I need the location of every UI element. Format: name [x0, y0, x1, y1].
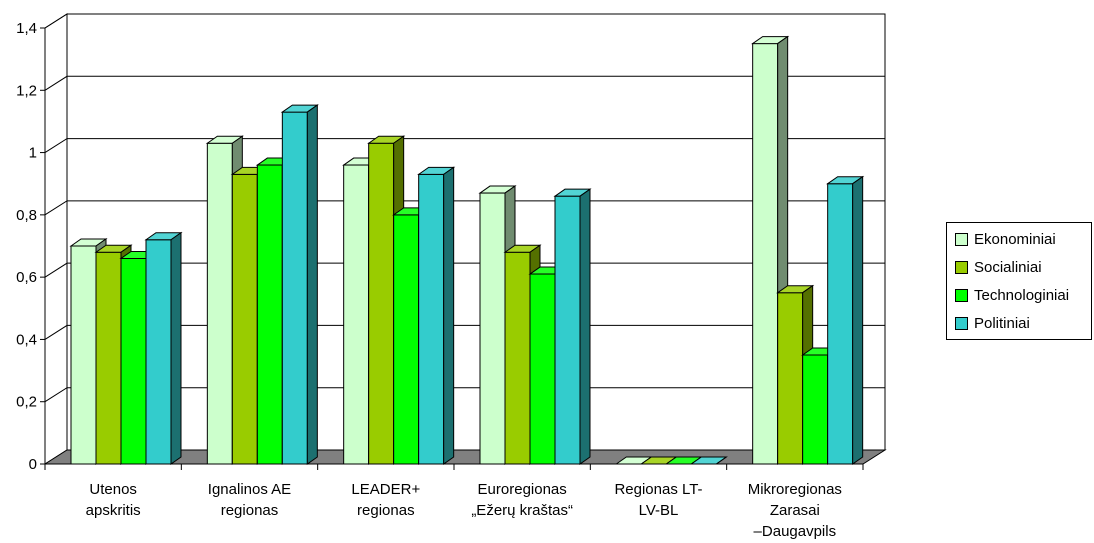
bar	[554, 195, 581, 465]
x-tick-label: Utenos	[89, 481, 137, 498]
y-tick-label: 0	[29, 456, 37, 473]
legend-item: Politiniai	[955, 313, 1030, 333]
bar	[827, 183, 854, 465]
gridline	[44, 13, 885, 29]
y-tick-label: 0,2	[16, 394, 37, 411]
legend-item: Technologiniai	[955, 285, 1069, 305]
bar-side	[306, 104, 318, 465]
legend-label: Politiniai	[974, 314, 1030, 332]
bar-side	[170, 231, 182, 465]
y-tick-label: 1,2	[16, 82, 37, 99]
bar	[504, 251, 531, 465]
legend-swatch	[955, 260, 968, 274]
y-tick-label: 0,6	[16, 269, 37, 286]
gridline	[44, 324, 885, 340]
bar	[206, 142, 233, 465]
bar	[368, 142, 395, 465]
x-tick-label: LV-BL	[639, 502, 679, 519]
bar-side	[716, 456, 727, 465]
legend-label: Socialiniai	[974, 258, 1042, 276]
legend-swatch	[955, 288, 968, 302]
x-tick-label: regionas	[221, 502, 279, 519]
legend-item: Socialiniai	[955, 257, 1042, 277]
bar	[752, 43, 779, 465]
y-tick-label: 0,4	[16, 331, 37, 348]
y-tick-label: 1	[29, 145, 37, 162]
x-tick-label: LEADER+	[351, 481, 420, 498]
x-tick-label: apskritis	[86, 502, 141, 519]
bar-side	[443, 166, 455, 465]
y-tick-label: 1,4	[16, 20, 37, 37]
legend-swatch	[955, 232, 968, 246]
bar	[529, 273, 556, 465]
x-tick-label: „Ežerų kraštas“	[471, 502, 573, 519]
legend-item: Ekonominiai	[955, 229, 1056, 249]
legend-swatch	[955, 316, 968, 330]
legend: Ekonominiai Socialiniai Technologiniai P…	[946, 222, 1092, 340]
gridline	[44, 262, 885, 278]
bar-side	[852, 175, 864, 465]
x-tick-label: –Daugavpils	[754, 523, 837, 540]
bar	[95, 251, 122, 465]
bar	[70, 245, 97, 465]
gridline	[44, 75, 885, 91]
y-tick-label: 0,8	[16, 207, 37, 224]
bar-side	[579, 188, 591, 465]
bar	[145, 239, 172, 465]
legend-label: Ekonominiai	[974, 230, 1056, 248]
bar	[479, 192, 506, 465]
x-tick-label: regionas	[357, 502, 415, 519]
x-tick-label: Ignalinos AE	[208, 481, 291, 498]
bar	[120, 257, 147, 465]
gridline	[44, 387, 885, 403]
bar	[393, 214, 420, 465]
bar	[256, 164, 283, 465]
bar	[343, 164, 370, 465]
bar	[777, 292, 804, 465]
bar	[231, 173, 258, 465]
gridline	[44, 138, 885, 153]
legend-label: Technologiniai	[974, 286, 1070, 304]
x-tick-label: Zarasai	[770, 502, 820, 519]
bar	[418, 173, 445, 465]
gridline	[44, 200, 885, 216]
side-wall	[44, 13, 68, 465]
x-tick-label: Mikroregionas	[748, 481, 842, 498]
bar	[802, 354, 829, 465]
bar	[281, 111, 308, 465]
x-tick-label: Regionas LT-	[614, 481, 702, 498]
x-tick-label: Euroregionas	[478, 481, 567, 498]
